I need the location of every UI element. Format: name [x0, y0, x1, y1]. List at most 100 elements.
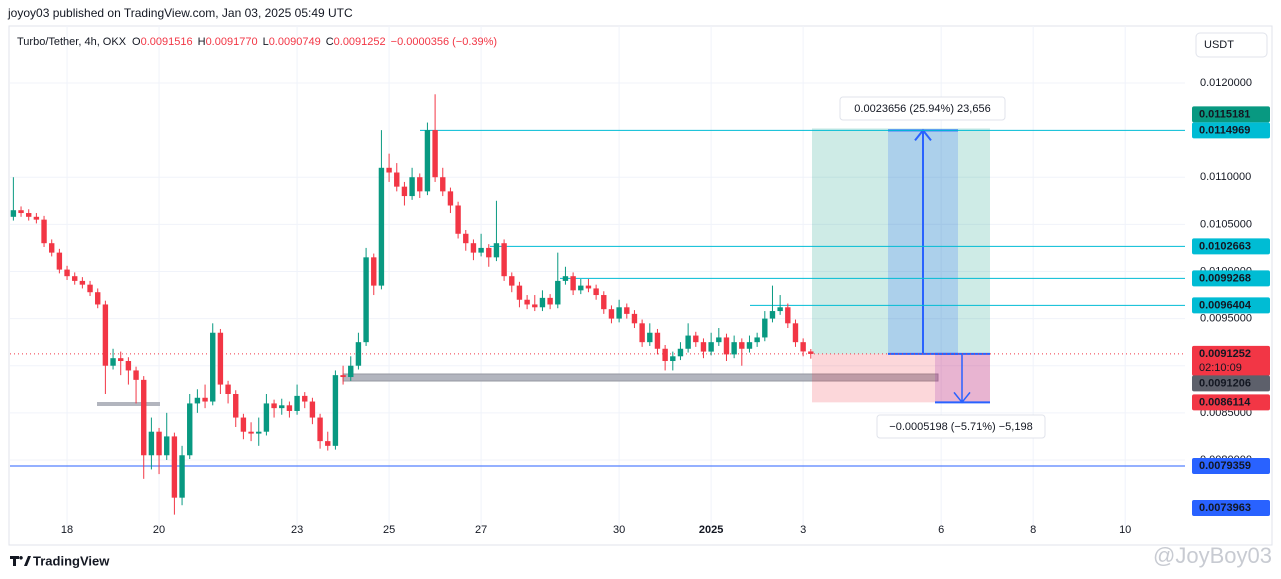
- candle-body: [616, 307, 622, 319]
- candle-body: [417, 177, 423, 192]
- candle-body: [555, 280, 561, 305]
- measure-box: [839, 96, 1006, 121]
- candle-body: [164, 436, 170, 456]
- candle-body: [309, 401, 316, 418]
- price-label-box: [1192, 394, 1270, 411]
- candle-body: [286, 405, 293, 411]
- candle-body: [64, 269, 70, 277]
- publish-info: joyoy03 published on TradingView.com, Ja…: [7, 6, 353, 20]
- candle-body: [156, 431, 162, 456]
- candle-body: [432, 130, 438, 178]
- price-label-box: [1192, 297, 1270, 314]
- x-tick-label: 23: [291, 524, 303, 536]
- candle-body: [87, 284, 93, 293]
- candle-body: [279, 405, 285, 409]
- x-tick-label: 27: [475, 524, 487, 536]
- candle-body: [478, 247, 484, 253]
- candle-body: [302, 395, 308, 402]
- logo: TradingView: [10, 553, 110, 568]
- x-tick-label: 2025: [699, 524, 723, 536]
- x-tick-label: 6: [938, 524, 944, 536]
- candle-body: [746, 342, 753, 349]
- candle-body: [762, 318, 768, 338]
- candle-body: [578, 285, 584, 291]
- ohlc-value: 0.0091516: [141, 36, 193, 48]
- candle-body: [33, 216, 40, 220]
- candle-body: [677, 348, 684, 357]
- y-tick-label: 0.0105000: [1200, 218, 1252, 230]
- candle-body: [49, 243, 55, 253]
- logo-text: TradingView: [33, 553, 110, 568]
- price-label-box: [1192, 122, 1270, 139]
- candle-body: [240, 417, 247, 432]
- rectangle-drawing: [97, 402, 160, 406]
- candle-body: [171, 436, 178, 498]
- price-label-box: [1192, 345, 1270, 376]
- candle-body: [401, 186, 408, 197]
- candle-body: [639, 323, 645, 343]
- candle-body: [141, 379, 147, 456]
- candle-body: [647, 332, 653, 343]
- price-label: 0.0073963: [1199, 502, 1251, 514]
- candle-body: [371, 257, 377, 286]
- candle-body: [179, 455, 185, 498]
- change: −0.0000356 (−0.39%): [391, 36, 497, 48]
- candle-body: [486, 247, 492, 258]
- candle-body: [79, 280, 86, 285]
- candle-body: [348, 365, 354, 378]
- candle-body: [739, 342, 745, 349]
- candle-body: [447, 191, 454, 206]
- price-label: 0.0086114: [1199, 396, 1251, 408]
- measure-box: [876, 414, 1046, 439]
- price-label: 0.0096404: [1199, 299, 1252, 311]
- price-label: 0.0114969: [1199, 124, 1250, 136]
- candle-body: [194, 397, 201, 404]
- x-tick-label: 20: [153, 524, 165, 536]
- candle-body: [95, 292, 101, 305]
- price-label-box: [1192, 106, 1270, 123]
- candle-body: [670, 356, 676, 362]
- candle-body: [363, 257, 369, 343]
- x-tick-label: 25: [383, 524, 395, 536]
- candle-body: [562, 276, 569, 281]
- price-label: 0.0102663: [1199, 240, 1251, 252]
- candle-body: [601, 295, 607, 310]
- candle-body: [593, 288, 599, 296]
- candle-body: [808, 351, 814, 354]
- currency-label[interactable]: USDT: [1204, 39, 1234, 51]
- candle-body: [10, 210, 17, 217]
- price-label: 0.0091206: [1199, 377, 1251, 389]
- candle-body: [700, 342, 707, 352]
- price-label: 0.0079359: [1199, 460, 1251, 472]
- candle-body: [26, 213, 32, 217]
- countdown: 02:10:09: [1199, 362, 1242, 374]
- price-label-box: [1192, 270, 1270, 287]
- ohlc-key: L: [263, 36, 269, 48]
- candle-body: [792, 323, 799, 343]
- candle-body: [187, 403, 193, 456]
- price-label: 0.0115181: [1199, 108, 1250, 120]
- candle-body: [539, 297, 546, 308]
- candle-body: [723, 337, 730, 355]
- candle-body: [547, 297, 553, 305]
- candle-body: [263, 403, 270, 432]
- candle-body: [585, 285, 592, 289]
- currency-button[interactable]: [1195, 32, 1268, 58]
- candle-body: [524, 299, 530, 305]
- candle-body: [685, 335, 691, 349]
- candle-body: [248, 431, 254, 434]
- candle-body: [148, 431, 155, 456]
- candle-body: [133, 370, 139, 380]
- ohlc-key: C: [326, 36, 334, 48]
- candle-body: [225, 384, 231, 394]
- candle-body: [654, 332, 661, 349]
- candle-body: [256, 431, 262, 434]
- candle-body: [516, 285, 523, 300]
- candle-body: [110, 358, 116, 366]
- candle-body: [325, 441, 331, 446]
- candle-body: [332, 375, 339, 446]
- x-tick-label: 8: [1030, 524, 1036, 536]
- price-label: 0.0091252: [1199, 348, 1251, 360]
- measure-label: −0.0005198 (−5.71%) −5,198: [889, 421, 1032, 433]
